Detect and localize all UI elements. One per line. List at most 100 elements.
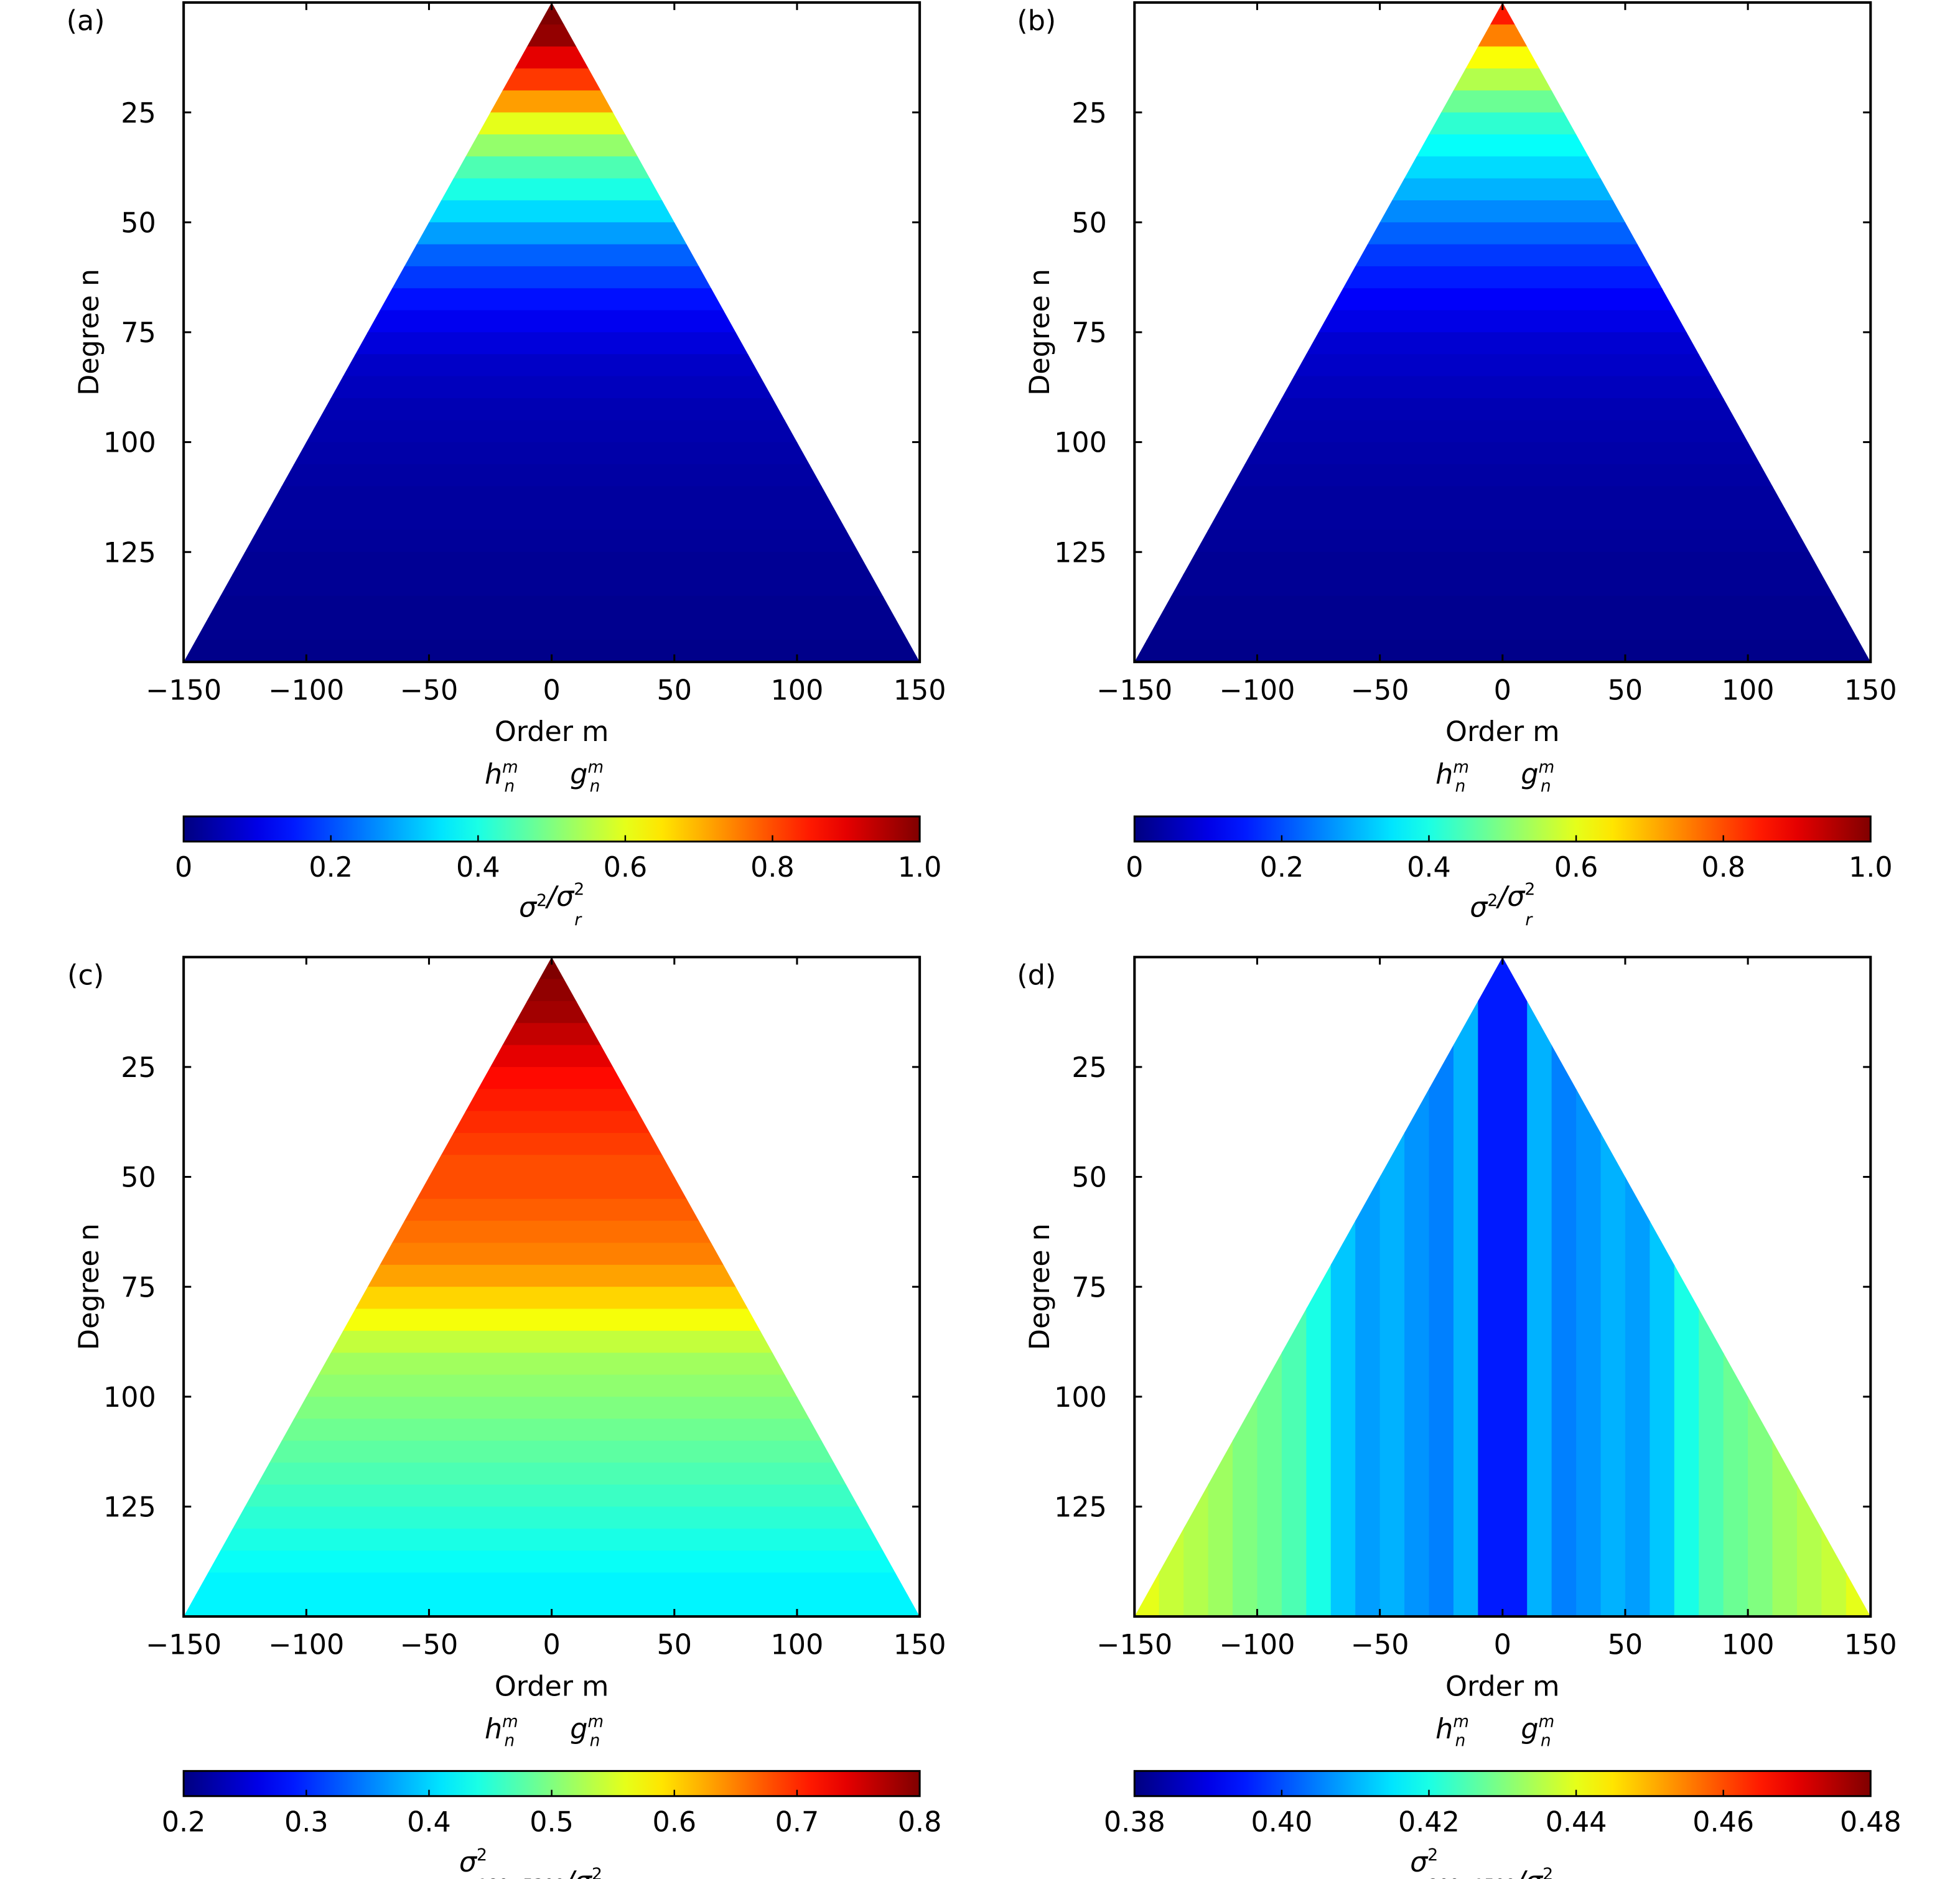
- cell-row: [184, 1111, 920, 1134]
- x-tick-label: 150: [1844, 674, 1897, 706]
- colorbar-tick-label: 0.42: [1398, 1806, 1460, 1838]
- colorbar-label: σ2/σ2 r: [519, 880, 584, 930]
- cell-column: [1723, 957, 1749, 1617]
- y-tick-label: 100: [103, 1382, 156, 1414]
- y-tick-label: 25: [121, 1052, 156, 1084]
- x-tick-label: 150: [894, 1630, 946, 1661]
- cell-row: [1134, 398, 1871, 421]
- colorbar-tick-label: 0.3: [284, 1806, 329, 1838]
- cell-row: [184, 178, 920, 202]
- label-sub: n: [590, 1732, 600, 1750]
- cell-row: [1134, 90, 1871, 113]
- colorbar-tick-label: 0.44: [1546, 1806, 1607, 1838]
- label-sup: m: [1539, 758, 1555, 777]
- y-axis-label: Degree n: [73, 1223, 105, 1350]
- cell-column: [1257, 957, 1283, 1617]
- cell-row: [184, 979, 920, 1002]
- x-tick-label: −50: [400, 674, 459, 706]
- x-tick-label: 100: [1722, 674, 1775, 706]
- cell-column: [1404, 957, 1430, 1617]
- cell-row: [184, 1066, 920, 1090]
- panel: −150 −100 −50 0 50 100 150 25 50 75 100 125 (a) Order…: [67, 1, 946, 930]
- cell-row: [1134, 134, 1871, 157]
- colorbar-tick-label: 0.4: [1407, 852, 1451, 884]
- label-sub: 180×5300: [477, 1876, 565, 1879]
- y-tick-label: 100: [1054, 427, 1107, 459]
- label-sup: 2: [1524, 880, 1535, 899]
- cell-row: [184, 1550, 920, 1574]
- cell-row: [184, 222, 920, 245]
- cell-row: [184, 24, 920, 47]
- term-label: hm n: [1435, 1713, 1469, 1750]
- x-tick-label: 100: [771, 674, 824, 706]
- label-part: /σ: [1513, 1866, 1544, 1879]
- label-sub: n: [1541, 1732, 1551, 1750]
- heatmap: [1134, 2, 1871, 662]
- cell-column: [1281, 957, 1307, 1617]
- cell-row: [184, 552, 920, 575]
- cell-row: [1134, 464, 1871, 487]
- cell-column: [1355, 957, 1381, 1617]
- label-sup: 2: [592, 1865, 602, 1879]
- x-tick-label: −50: [400, 1630, 459, 1661]
- label-part: σ: [1470, 892, 1488, 924]
- label-sub: 200×1500: [1428, 1876, 1516, 1879]
- cell-column: [1821, 957, 1847, 1617]
- x-axis-label: Order m: [1445, 716, 1560, 748]
- colorbar: [1133, 1769, 1872, 1797]
- x-tick-label: −100: [1219, 674, 1295, 706]
- x-tick-label: 0: [543, 674, 560, 706]
- cell-column: [1600, 957, 1626, 1617]
- panel: −150 −100 −50 0 50 100 150 25 50 75 100 125 (b) Order…: [1017, 1, 1897, 930]
- cell-row: [1134, 288, 1871, 311]
- x-tick-label: −150: [146, 1630, 222, 1661]
- label-part: h: [1435, 1713, 1453, 1745]
- cell-row: [184, 288, 920, 311]
- cell-column: [1576, 957, 1602, 1617]
- cell-row: [184, 1155, 920, 1178]
- cell-row: [1134, 200, 1871, 223]
- colorbar-label: σ2180×5300/σ2MSS-2: [459, 1845, 644, 1879]
- y-tick-label: 50: [121, 207, 156, 239]
- cell-row: [1134, 332, 1871, 355]
- colorbar-tick-label: 0.2: [1260, 852, 1304, 884]
- colorbar-tick-label: 0.4: [456, 852, 500, 884]
- label-sup: m: [1453, 758, 1469, 777]
- term-label: gm n: [1521, 758, 1554, 796]
- cell-row: [184, 90, 920, 113]
- colorbar-tick-label: 0.2: [162, 1806, 206, 1838]
- cell-row: [1134, 24, 1871, 47]
- cell-row: [184, 1485, 920, 1508]
- cell-row: [1134, 420, 1871, 443]
- label-sup: 2: [477, 1845, 487, 1865]
- y-tick-label: 100: [1054, 1382, 1107, 1414]
- cell-row: [184, 332, 920, 355]
- panel-label: (c): [67, 960, 104, 992]
- label-part: h: [1435, 759, 1453, 791]
- colorbar-tick-label: 1.0: [898, 852, 942, 884]
- cell-row: [184, 1374, 920, 1398]
- y-tick-label: 25: [121, 98, 156, 129]
- term-label: hm n: [485, 758, 518, 796]
- colorbar-tick-label: 0.7: [775, 1806, 819, 1838]
- cell-row: [184, 46, 920, 70]
- cell-column: [1551, 957, 1577, 1617]
- term-label: gm n: [570, 758, 604, 796]
- label-part: σ: [459, 1847, 478, 1878]
- y-tick-label: 25: [1071, 98, 1107, 129]
- label-part: /σ: [544, 881, 575, 913]
- label-part: /σ: [1495, 881, 1526, 913]
- colorbar-tick-label: 0.8: [1701, 852, 1745, 884]
- colorbar-tick-label: 0.6: [604, 852, 648, 884]
- colorbar-tick-label: 0.2: [309, 852, 353, 884]
- label-sub: n: [590, 777, 600, 796]
- cell-row: [184, 1000, 920, 1024]
- y-tick-label: 75: [121, 317, 156, 349]
- cell-row: [184, 1330, 920, 1354]
- x-tick-label: 0: [1494, 1630, 1511, 1661]
- x-tick-label: −50: [1351, 1630, 1409, 1661]
- cell-row: [1134, 354, 1871, 377]
- label-part: g: [1521, 759, 1538, 791]
- x-tick-label: −50: [1351, 674, 1409, 706]
- colorbar: [1133, 815, 1872, 843]
